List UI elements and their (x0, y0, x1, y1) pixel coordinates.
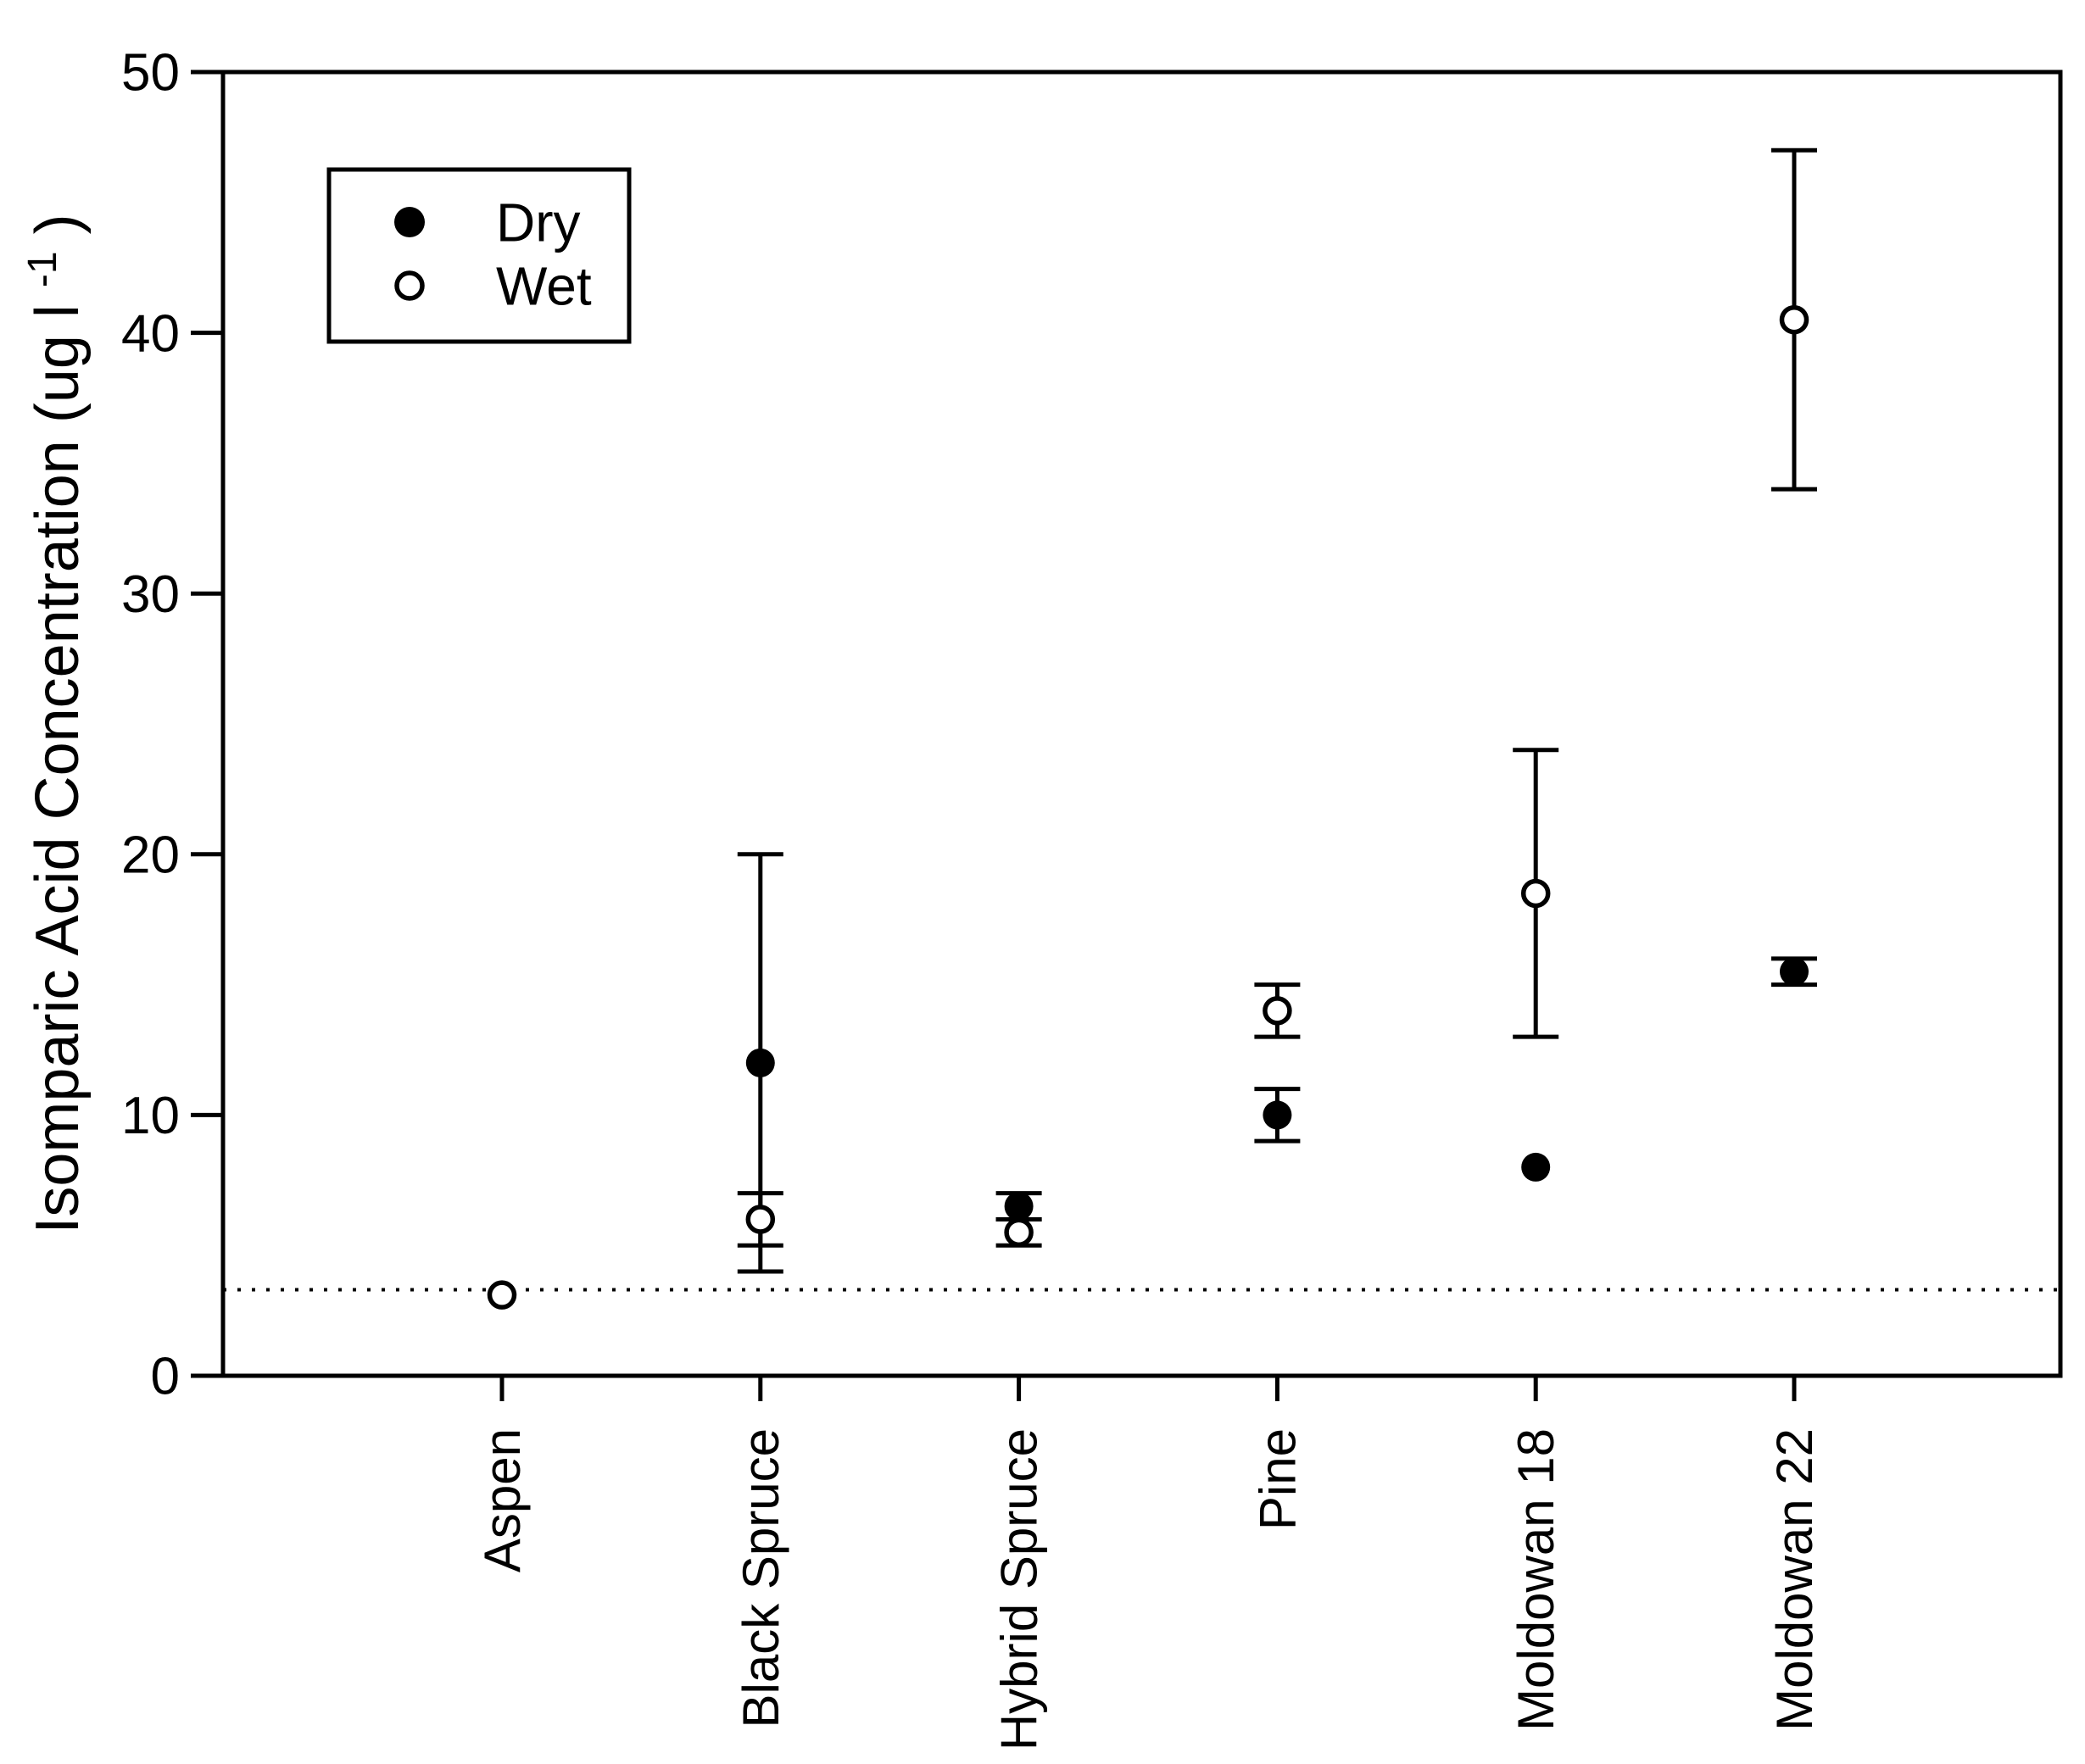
y-tick-label-30: 30 (121, 565, 180, 624)
y-axis-title-superscript: -1 (20, 251, 65, 287)
data-point-dry-hybrid-spruce (1004, 1192, 1034, 1221)
data-point-dry-black-spruce (745, 1048, 775, 1077)
x-tick-label-pine: Pine (1249, 1428, 1306, 1530)
legend-wet-marker-icon (394, 270, 425, 301)
y-tick-label-20: 20 (121, 826, 180, 885)
y-axis-title-main: Isomparic Acid Concentration (ug l (24, 304, 92, 1234)
data-point-wet-moldowan-18 (1520, 878, 1551, 909)
legend-label-dry: Dry (496, 192, 581, 253)
legend-label-wet: Wet (496, 255, 592, 316)
data-point-wet-pine (1263, 996, 1292, 1026)
y-tick-label-40: 40 (121, 304, 180, 363)
y-tick-label-50: 50 (121, 44, 180, 103)
axes-layer: 0 10 20 30 40 50 Aspen Black Spruce Hybrid Spruc… (121, 44, 2063, 1750)
x-tick-label-hybrid-spruce: Hybrid Spruce (991, 1428, 1048, 1750)
y-axis-title: Isomparic Acid Concentration (ug l -1 ) (2, 214, 92, 1233)
data-point-dry-pine (1263, 1100, 1292, 1130)
y-tick-label-0: 0 (151, 1348, 180, 1406)
data-point-wet-hybrid-spruce (1004, 1217, 1034, 1248)
data-point-dry-moldowan-22 (1780, 957, 1809, 987)
x-tick-label-black-spruce: Black Spruce (733, 1428, 789, 1728)
data-point-wet-moldowan-22 (1779, 304, 1809, 335)
legend-dry-marker-icon (394, 207, 425, 237)
y-tick-label-10: 10 (121, 1087, 180, 1145)
x-tick-label-moldowan-18: Moldowan 18 (1508, 1428, 1564, 1731)
y-axis-title-close: ) (24, 214, 92, 234)
data-point-dry-moldowan-18 (1521, 1152, 1551, 1182)
data-point-wet-aspen (487, 1280, 517, 1310)
x-tick-label-aspen: Aspen (474, 1428, 531, 1572)
x-tick-label-moldowan-22: Moldowan 22 (1766, 1428, 1823, 1731)
data-point-wet-black-spruce (745, 1205, 776, 1234)
plot-frame (220, 70, 2063, 1378)
legend-box (326, 167, 632, 344)
data-points-layer (487, 304, 1809, 1310)
